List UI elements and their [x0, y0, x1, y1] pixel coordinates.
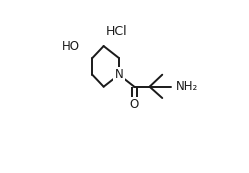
Text: HO: HO [62, 40, 80, 53]
Text: O: O [130, 98, 139, 111]
Text: HCl: HCl [106, 25, 128, 38]
Text: N: N [115, 68, 123, 81]
Text: NH₂: NH₂ [176, 80, 198, 93]
